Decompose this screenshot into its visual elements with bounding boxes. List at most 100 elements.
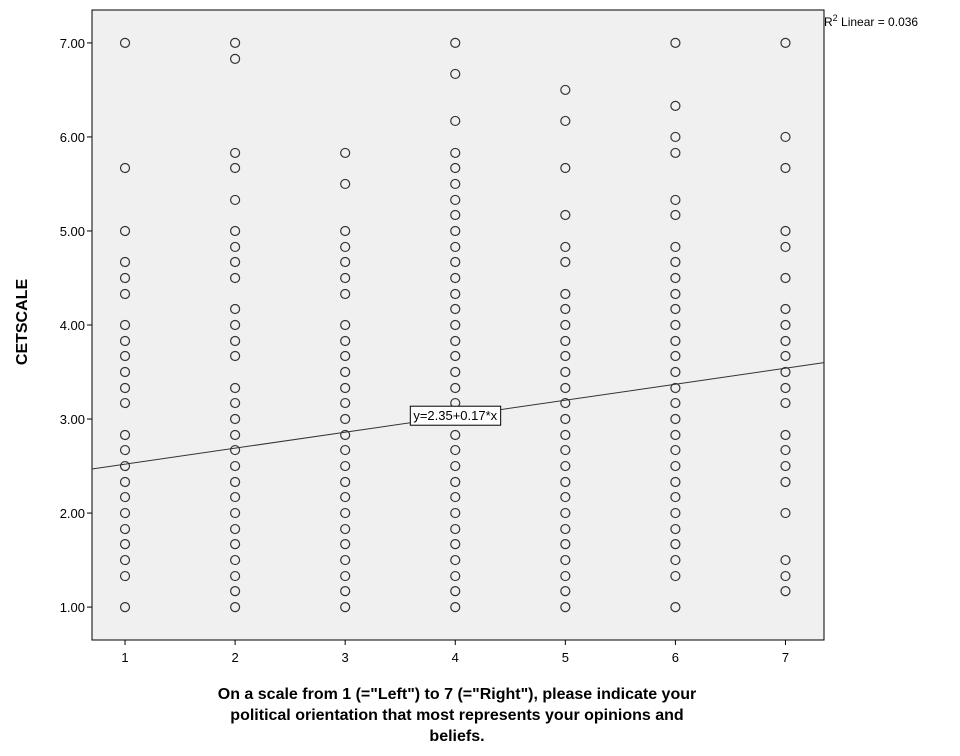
point-x1-0 xyxy=(119,37,131,49)
point-x3-0 xyxy=(340,147,351,159)
point-x6-6 xyxy=(670,241,681,253)
point-x2-25 xyxy=(229,570,241,582)
point-x2-4 xyxy=(229,194,241,206)
point-x5-20 xyxy=(560,507,571,519)
fit-equation-label: y=2.35+0.17*x xyxy=(413,408,497,423)
point-x5-8 xyxy=(560,319,571,331)
point-x4-6 xyxy=(450,194,461,206)
x-axis-title-line-1: On a scale from 1 (="Left") to 7 (="Righ… xyxy=(218,686,696,703)
point-x1-1 xyxy=(119,162,131,174)
x-tick-label-7: 7 xyxy=(782,650,789,665)
point-x3-14 xyxy=(340,429,351,441)
point-x7-12 xyxy=(780,397,791,409)
point-x3-21 xyxy=(340,538,351,550)
point-x1-19 xyxy=(119,538,131,550)
point-x7-17 xyxy=(780,507,791,519)
point-x6-16 xyxy=(670,397,681,409)
point-x5-15 xyxy=(560,429,571,441)
point-x2-9 xyxy=(229,303,241,315)
point-x5-7 xyxy=(560,303,571,315)
point-x2-12 xyxy=(229,350,241,362)
point-x5-9 xyxy=(560,335,571,347)
y-tick-label-7: 7.00 xyxy=(60,36,85,51)
point-x5-3 xyxy=(560,209,571,221)
point-x6-14 xyxy=(670,366,681,378)
point-x1-12 xyxy=(119,429,131,441)
point-x1-5 xyxy=(119,288,131,300)
point-x1-13 xyxy=(119,444,131,456)
point-x7-4 xyxy=(780,241,791,253)
point-x4-8 xyxy=(450,225,461,237)
point-x7-1 xyxy=(780,131,791,143)
point-x7-0 xyxy=(780,37,791,49)
point-x6-4 xyxy=(670,194,681,206)
point-x5-14 xyxy=(560,413,571,425)
point-x5-12 xyxy=(560,382,571,394)
point-x5-17 xyxy=(560,460,571,472)
point-x4-14 xyxy=(450,319,461,331)
point-x3-15 xyxy=(340,444,351,456)
point-x6-3 xyxy=(670,147,681,159)
r2-label: R2 Linear = 0.036 xyxy=(824,13,918,29)
point-x2-27 xyxy=(229,601,241,613)
point-x1-17 xyxy=(119,507,131,519)
fit-equation-box xyxy=(409,405,502,426)
point-x6-27 xyxy=(670,570,681,582)
point-x4-4 xyxy=(450,162,461,174)
point-x7-3 xyxy=(780,225,791,237)
point-x1-14 xyxy=(119,460,131,472)
point-x3-2 xyxy=(340,225,351,237)
point-x4-27 xyxy=(450,523,461,535)
point-x3-1 xyxy=(340,178,351,190)
point-x5-6 xyxy=(560,288,571,300)
point-x4-7 xyxy=(450,209,461,221)
point-x6-25 xyxy=(670,538,681,550)
point-x1-9 xyxy=(119,366,131,378)
point-x4-13 xyxy=(450,303,461,315)
point-x6-9 xyxy=(670,288,681,300)
point-x1-10 xyxy=(119,382,131,394)
x-tick-label-4: 4 xyxy=(452,650,459,665)
point-x2-13 xyxy=(229,382,241,394)
point-x4-24 xyxy=(450,476,461,488)
point-x3-7 xyxy=(340,319,351,331)
y-axis: 1.00 2.00 3.00 4.00 5.00 6.00 7.00 xyxy=(60,36,92,615)
point-x6-22 xyxy=(670,491,681,503)
point-x3-20 xyxy=(340,523,351,535)
point-x4-18 xyxy=(450,382,461,394)
point-x5-1 xyxy=(560,115,571,127)
point-x1-16 xyxy=(119,491,131,503)
point-x6-24 xyxy=(670,523,681,535)
point-x4-30 xyxy=(450,570,461,582)
point-x3-8 xyxy=(340,335,351,347)
x-tick-label-2: 2 xyxy=(231,650,238,665)
point-x1-22 xyxy=(119,601,131,613)
point-x3-6 xyxy=(340,288,351,300)
point-x3-3 xyxy=(340,241,351,253)
point-x7-15 xyxy=(780,460,791,472)
point-x6-13 xyxy=(670,350,681,362)
point-x6-15 xyxy=(670,382,681,394)
point-x3-22 xyxy=(340,554,351,566)
point-x5-24 xyxy=(560,570,571,582)
point-x6-26 xyxy=(670,554,681,566)
point-x6-2 xyxy=(670,131,681,143)
point-x3-23 xyxy=(340,570,351,582)
point-x5-18 xyxy=(560,476,571,488)
point-x7-19 xyxy=(780,570,791,582)
point-x1-4 xyxy=(119,272,131,284)
point-x2-26 xyxy=(229,586,241,597)
point-x4-17 xyxy=(450,366,461,378)
point-x1-8 xyxy=(119,350,131,362)
point-x7-8 xyxy=(780,335,791,347)
x-tick-label-3: 3 xyxy=(342,650,349,665)
y-tick-label-5: 5.00 xyxy=(60,224,85,239)
point-x2-19 xyxy=(229,476,241,488)
point-x2-11 xyxy=(229,335,241,347)
point-x5-25 xyxy=(560,586,571,597)
y-tick-label-6: 6.00 xyxy=(60,130,85,145)
point-x2-3 xyxy=(229,162,241,174)
point-x3-4 xyxy=(340,256,351,268)
y-tick-label-2: 2.00 xyxy=(60,506,85,521)
point-x4-29 xyxy=(450,554,461,566)
